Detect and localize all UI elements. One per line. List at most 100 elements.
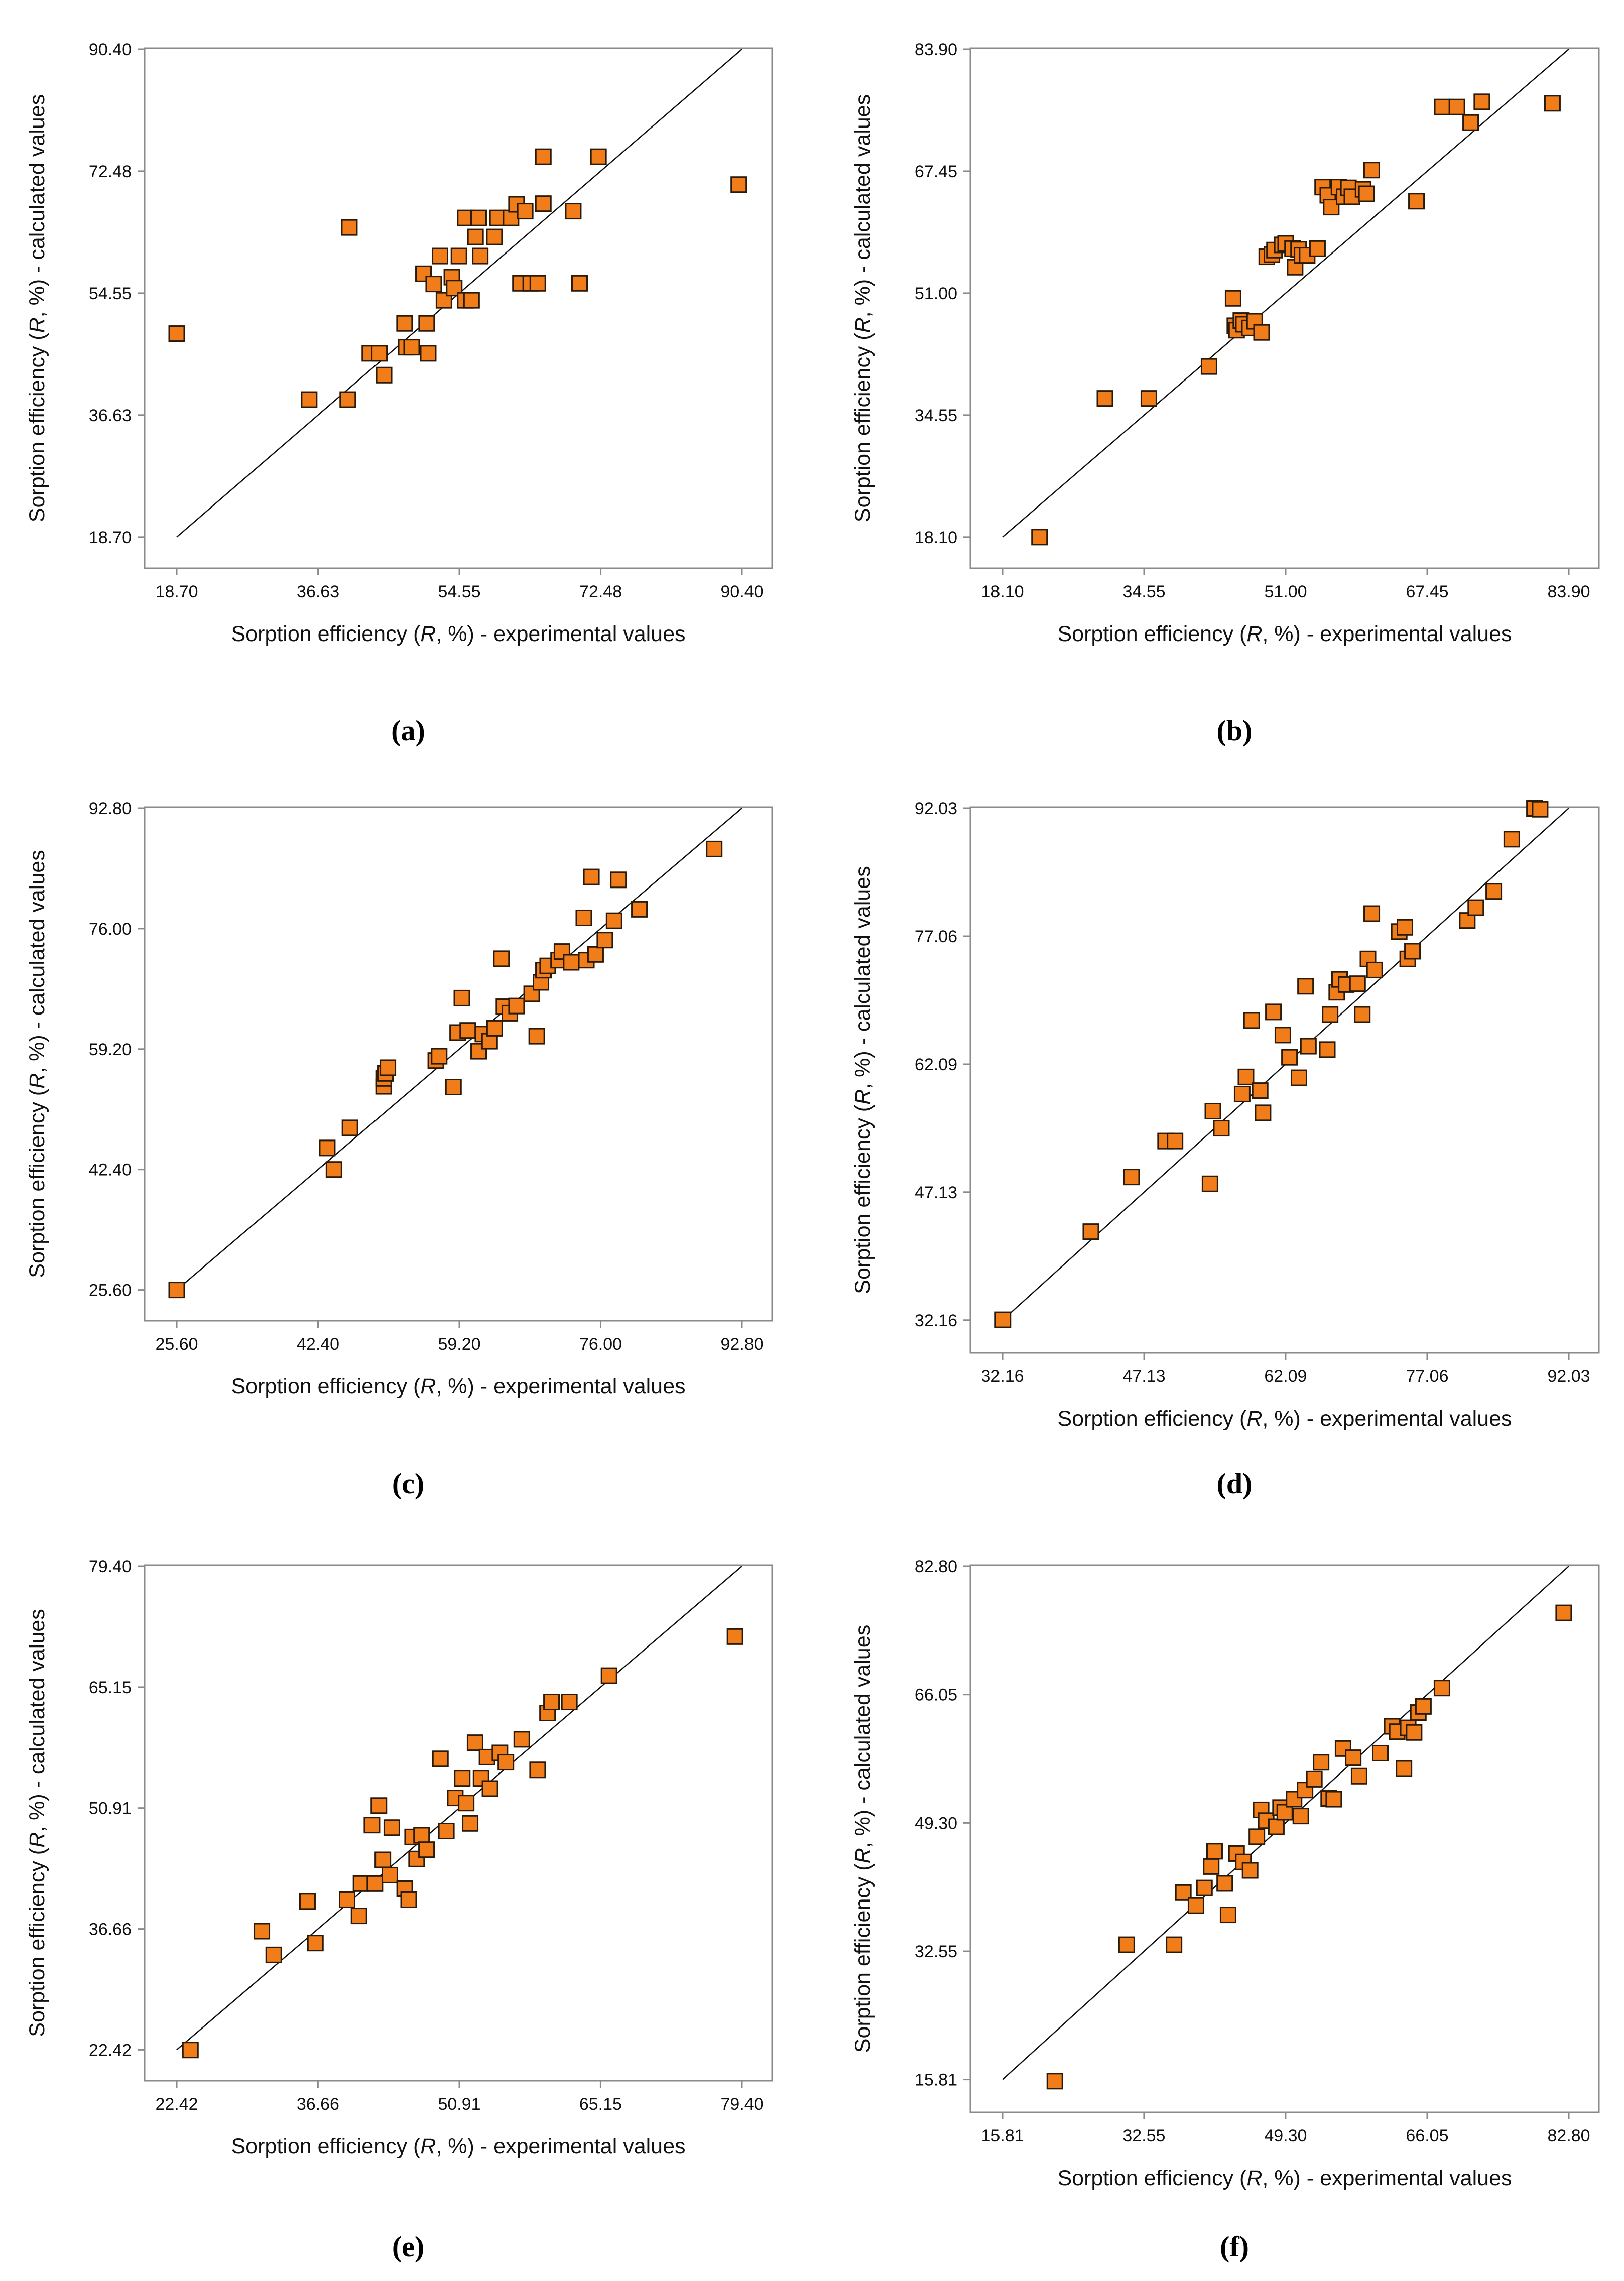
y-tick-label: 59.20 <box>89 1040 132 1059</box>
data-point <box>1292 1808 1309 1825</box>
data-point <box>503 209 520 226</box>
x-axis-label-part: , %) - experimental values <box>1262 2166 1512 2190</box>
panel-f: 15.81 15.81 32.55 32.55 49.30 49.30 66.05 66.05… <box>851 1557 1600 2263</box>
y-axis-label-part: , %) - calculated values <box>25 94 49 318</box>
y-tick-label: 36.66 <box>89 1920 132 1939</box>
data-point <box>523 985 540 1002</box>
fit-line <box>176 808 742 1291</box>
data-point <box>1276 1804 1293 1821</box>
data-point <box>472 247 489 265</box>
data-point <box>497 1754 515 1771</box>
data-point <box>1555 1604 1572 1621</box>
data-point <box>543 1694 560 1711</box>
data-point <box>1213 1120 1230 1137</box>
data-point <box>1265 1003 1282 1021</box>
x-tick-label: 90.40 <box>720 582 763 601</box>
data-point <box>325 1161 342 1178</box>
y-tick-label: 18.10 <box>915 528 957 547</box>
panel-c: 25.60 25.60 42.40 42.40 59.20 59.20 76.00 76.00… <box>25 799 773 1500</box>
x-axis-label-part: Sorption efficiency ( <box>231 2134 421 2159</box>
x-tick-label: 66.05 <box>1406 2126 1448 2145</box>
x-axis-label-part: , %) - experimental values <box>1262 1407 1512 1431</box>
x-tick-label: 72.48 <box>579 582 622 601</box>
data-point <box>1415 1698 1432 1715</box>
data-point <box>1325 1791 1342 1808</box>
panel-label: (b) <box>1217 714 1253 747</box>
x-tick-label: 36.63 <box>297 582 339 601</box>
data-point <box>418 315 435 332</box>
fit-line <box>1002 49 1569 538</box>
data-point <box>1322 1006 1339 1023</box>
x-axis-label-part: R <box>1246 622 1262 646</box>
x-tick-label: 83.90 <box>1547 582 1590 601</box>
plot-frame <box>144 806 773 1322</box>
data-point <box>1206 1843 1223 1860</box>
data-point <box>454 1770 471 1787</box>
data-point <box>1237 1068 1255 1085</box>
x-tick-label: 18.70 <box>155 582 198 601</box>
data-point <box>1349 975 1366 992</box>
x-tick-label: 92.03 <box>1547 1367 1590 1386</box>
data-point <box>1252 1082 1269 1099</box>
data-point <box>301 391 318 408</box>
x-axis-label-part: Sorption efficiency ( <box>231 622 421 646</box>
y-axis-label-part: R <box>851 317 875 333</box>
data-point <box>415 265 432 282</box>
data-point <box>1219 1907 1236 1924</box>
data-point <box>341 219 358 236</box>
data-point <box>1082 1223 1099 1240</box>
data-point <box>1467 899 1484 916</box>
data-point <box>376 366 393 384</box>
data-point <box>1204 1102 1221 1119</box>
x-tick-label: 92.80 <box>720 1335 763 1354</box>
data-point <box>1319 1041 1336 1058</box>
y-axis-label-part: , %) - calculated values <box>851 94 875 318</box>
data-point <box>445 1078 462 1095</box>
y-tick-label: 65.15 <box>89 1678 132 1697</box>
x-tick-label: 49.30 <box>1264 2126 1307 2145</box>
x-tick-label: 25.60 <box>155 1335 198 1354</box>
data-point <box>418 1841 435 1858</box>
data-point <box>486 228 503 245</box>
x-axis-label-part: R <box>420 1374 436 1399</box>
data-point <box>610 871 627 889</box>
y-axis-label-part: Sorption efficiency ( <box>25 333 49 523</box>
x-tick-label: 50.91 <box>438 2095 480 2114</box>
y-tick-label: 34.55 <box>915 406 957 425</box>
y-axis-label: Sorption efficiency (R, %) - calculated … <box>25 850 49 1278</box>
y-axis-label-part: R <box>25 317 49 333</box>
data-point <box>458 1795 475 1812</box>
data-point <box>1404 943 1421 960</box>
data-point <box>528 1028 545 1045</box>
data-point <box>1408 193 1425 210</box>
y-axis-label-part: Sorption efficiency ( <box>851 333 875 523</box>
data-point <box>467 228 484 245</box>
data-point <box>380 1059 397 1076</box>
x-tick-label: 65.15 <box>579 2095 622 2114</box>
data-point <box>371 345 388 362</box>
y-tick-label: 50.91 <box>89 1799 132 1818</box>
data-point <box>605 912 622 929</box>
x-tick-label: 59.20 <box>438 1335 480 1354</box>
data-point <box>529 1761 546 1779</box>
data-point <box>529 275 546 292</box>
data-point <box>413 1827 430 1844</box>
data-point <box>1350 1767 1367 1785</box>
y-axis-label: Sorption efficiency (R, %) - calculated … <box>25 94 49 522</box>
data-point <box>1196 1879 1213 1896</box>
x-tick-label: 77.06 <box>1406 1367 1448 1386</box>
x-axis-label-part: R <box>1246 1407 1262 1431</box>
x-tick-label: 34.55 <box>1122 582 1165 601</box>
panel-d: 32.16 32.16 47.13 47.13 62.09 62.09 77.06 77.06… <box>851 799 1600 1500</box>
data-point <box>1274 1027 1291 1044</box>
data-point <box>561 1694 578 1711</box>
y-tick-label: 49.30 <box>915 1814 957 1833</box>
panel-label: (f) <box>1220 2230 1249 2263</box>
plot-frame <box>144 47 773 569</box>
x-axis-label: Sorption efficiency (R, %) - experimenta… <box>1058 622 1512 646</box>
x-tick-label: 15.81 <box>981 2126 1024 2145</box>
data-point <box>1396 1760 1413 1777</box>
data-point <box>1201 1175 1218 1192</box>
data-point <box>408 1850 425 1867</box>
x-axis-label-part: , %) - experimental values <box>436 1374 685 1399</box>
